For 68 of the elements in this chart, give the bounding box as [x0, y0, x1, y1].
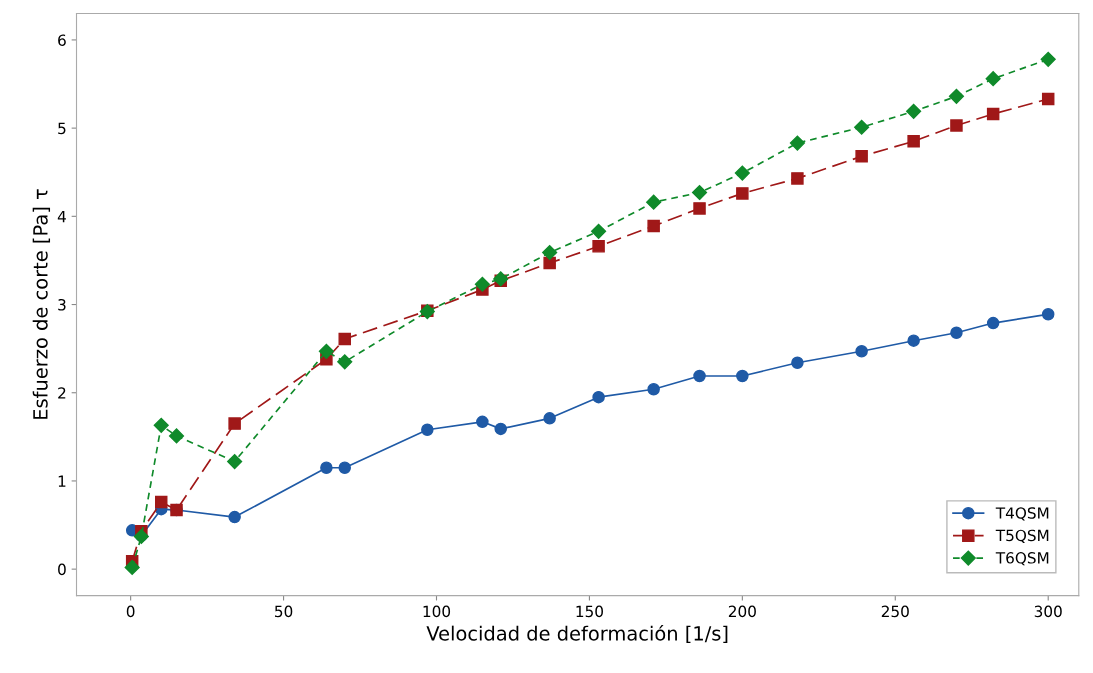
point [791, 356, 804, 369]
x-tick-label: 100 [423, 605, 451, 618]
point [907, 334, 920, 347]
point [476, 415, 489, 429]
point [907, 135, 920, 148]
point [320, 461, 333, 474]
x-tick-label: 150 [576, 605, 603, 618]
x-axis-title: Velocidad de deformación [1/s] [426, 624, 728, 644]
point [542, 244, 558, 261]
legend-label: T5QSM [995, 529, 1049, 543]
point [789, 135, 805, 151]
point [855, 150, 868, 163]
y-tick-label: 2 [58, 387, 66, 399]
point [693, 369, 706, 383]
point [543, 412, 556, 425]
y-tick-label: 1 [58, 475, 66, 487]
point [543, 256, 556, 270]
y-tick-label: 4 [57, 210, 66, 223]
point [906, 103, 922, 119]
point [855, 345, 868, 358]
point [791, 172, 804, 185]
point [1040, 51, 1056, 67]
y-axis-title: Esfuerzo de corte [Pa] τ [32, 189, 51, 419]
legend-label: T6QSM [995, 552, 1049, 566]
x-tick-label: 50 [275, 605, 293, 618]
point [338, 332, 351, 346]
legend-label: T4QSM [995, 507, 1049, 521]
x-tick-label: 0 [126, 605, 135, 618]
point [592, 240, 605, 253]
point [736, 187, 749, 200]
point [154, 495, 168, 509]
point [338, 461, 351, 474]
point [1041, 92, 1055, 106]
point [734, 165, 750, 181]
y-tick-label: 6 [58, 34, 66, 46]
point [337, 354, 353, 370]
point [647, 382, 660, 396]
point [124, 559, 140, 575]
y-tick-label: 0 [58, 563, 66, 576]
point [591, 223, 607, 239]
point [228, 510, 241, 524]
point [736, 369, 749, 383]
point [168, 428, 185, 444]
point [421, 423, 434, 437]
y-tick-label: 3 [58, 299, 66, 311]
point [693, 202, 706, 215]
point [592, 390, 605, 404]
point [646, 194, 662, 210]
point [228, 417, 241, 430]
point [647, 219, 660, 233]
point [318, 343, 334, 359]
point [474, 276, 490, 292]
point [986, 316, 1000, 330]
point [948, 88, 965, 104]
point [153, 417, 169, 433]
point [986, 107, 1000, 121]
x-tick-label: 250 [881, 605, 909, 618]
point [854, 119, 870, 135]
x-tick-label: 300 [1034, 605, 1062, 618]
point [494, 422, 507, 436]
point [691, 184, 708, 201]
point [950, 326, 963, 340]
point [950, 119, 963, 132]
point [1041, 307, 1055, 321]
x-tick-label: 200 [728, 605, 756, 618]
point [227, 453, 243, 470]
point [985, 71, 1001, 87]
y-tick-label: 5 [58, 122, 66, 135]
